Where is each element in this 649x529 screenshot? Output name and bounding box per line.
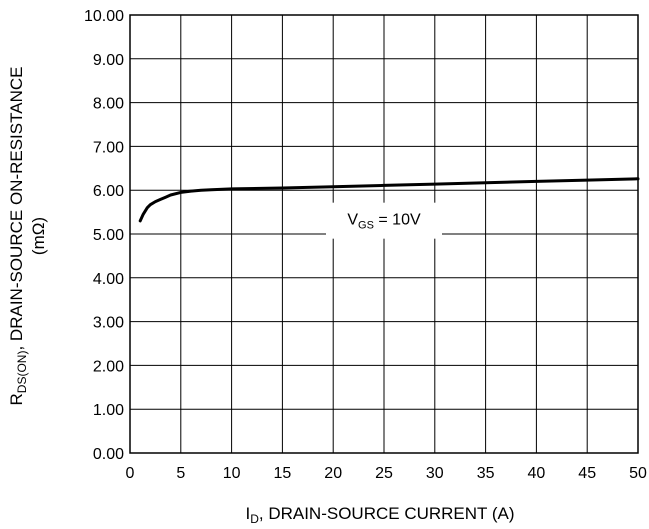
- x-tick-label: 30: [426, 465, 444, 482]
- x-axis-label: ID, DRAIN-SOURCE CURRENT (A): [245, 504, 514, 526]
- y-tick-label: 5.00: [93, 227, 124, 244]
- y-axis-label: RDS(ON), DRAIN-SOURCE ON-RESISTANCE: [7, 67, 29, 406]
- series-line: [138, 177, 640, 223]
- y-tick-label: 10.00: [84, 8, 124, 25]
- y-tick-label: 0.00: [93, 446, 124, 463]
- x-tick-label: 15: [274, 465, 292, 482]
- y-tick-label: 6.00: [93, 183, 124, 200]
- plot-frame: [129, 14, 639, 454]
- annotation-background: [326, 202, 442, 239]
- x-tick-label: 25: [375, 465, 393, 482]
- y-tick-label: 1.00: [93, 402, 124, 419]
- x-tick-label: 40: [528, 465, 546, 482]
- vgs-annotation: VGS = 10V: [326, 202, 442, 239]
- y-tick-label: 4.00: [93, 271, 124, 288]
- annotation-subscript: GS: [358, 220, 374, 232]
- x-tick-label: 20: [324, 465, 342, 482]
- x-axis-label-main: I: [245, 504, 250, 523]
- series-group: [138, 177, 640, 223]
- x-tick-label: 35: [477, 465, 495, 482]
- y-tick-label: 8.00: [93, 96, 124, 113]
- y-axis-unit: (mΩ): [29, 217, 48, 255]
- y-tick-label: 7.00: [93, 139, 124, 156]
- y-tick-label: 2.00: [93, 358, 124, 375]
- y-tick-labels: 0.00 1.00 2.00 3.00 4.00 5.00 6.00 7.00 8.00 9.00…: [84, 8, 124, 463]
- y-tick-label: 9.00: [93, 52, 124, 69]
- y-tick-label: 3.00: [93, 315, 124, 332]
- y-axis-label-rest: , DRAIN-SOURCE ON-RESISTANCE: [7, 67, 26, 351]
- x-axis-label-subscript: D: [250, 512, 259, 526]
- y-axis-label-main: R: [7, 393, 26, 405]
- annotation-label: VGS = 10V: [347, 212, 421, 232]
- annotation-main: V: [347, 212, 358, 229]
- x-tick-labels: 0 5 10 15 20 25 30 35 40 45 50: [126, 465, 647, 482]
- x-tick-label: 50: [629, 465, 647, 482]
- y-axis-label-subscript: DS(ON): [15, 351, 29, 394]
- x-tick-label: 5: [176, 465, 185, 482]
- x-tick-label: 0: [126, 465, 135, 482]
- annotation-rest: = 10V: [374, 212, 421, 229]
- y-axis-label-group: RDS(ON), DRAIN-SOURCE ON-RESISTANCE (mΩ): [7, 67, 48, 406]
- x-tick-label: 45: [578, 465, 596, 482]
- x-axis-label-rest: , DRAIN-SOURCE CURRENT (A): [259, 504, 515, 523]
- x-tick-label: 10: [223, 465, 241, 482]
